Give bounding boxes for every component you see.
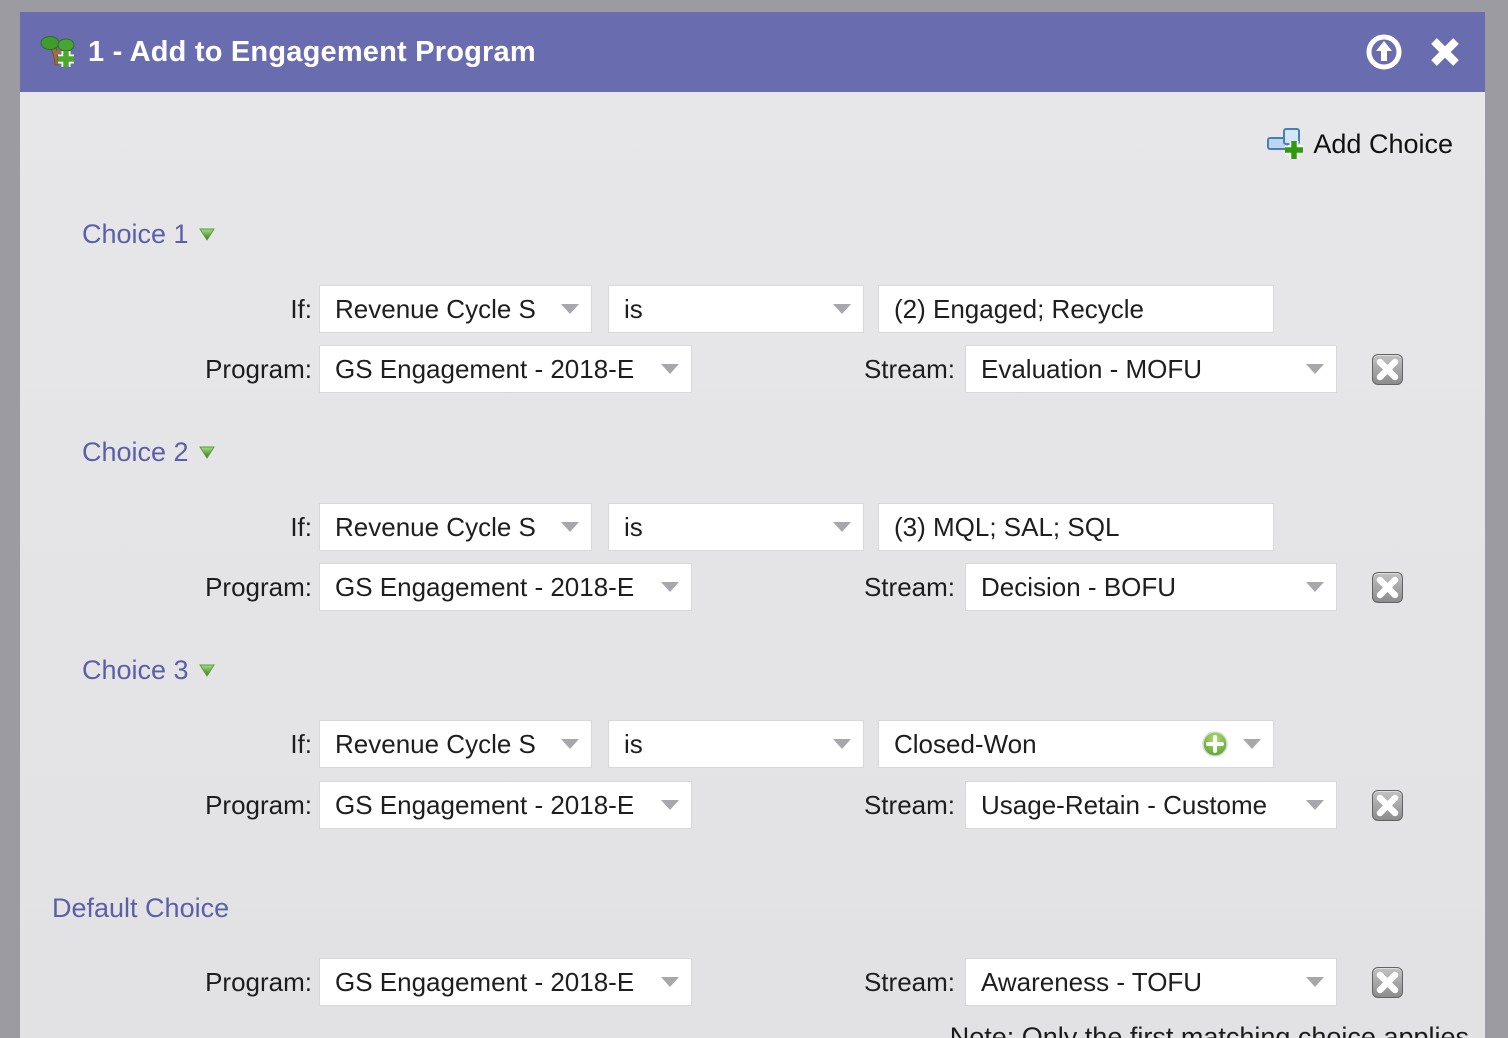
delete-choice-3-button[interactable] [1372,790,1403,821]
if-field-value: Revenue Cycle S [335,293,536,324]
delete-x-icon [1376,358,1399,381]
stream-value: Usage-Retain - Custome [981,789,1268,820]
chevron-down-icon [833,304,851,314]
program-label: Program: [205,790,312,820]
stream-label: Stream: [863,354,955,384]
if-operator-value: is [624,293,643,324]
stream-label: Stream: [863,572,955,602]
chevron-down-icon [833,739,851,749]
delete-choice-1-button[interactable] [1372,354,1403,385]
stream-select[interactable]: Decision - BOFU [965,563,1337,611]
choice-1-label: Choice 1 [82,219,189,249]
if-operator-value: is [624,511,643,542]
if-operator-select[interactable]: is [608,720,864,768]
if-label: If: [290,512,312,542]
add-choice-icon [1267,128,1304,159]
arrow-up-circle-icon [1366,34,1402,70]
delete-x-icon [1376,576,1399,599]
stream-label: Stream: [863,790,955,820]
add-choice-label: Add Choice [1313,128,1453,159]
if-field-select[interactable]: Revenue Cycle S [319,503,592,551]
green-triangle-icon [198,228,215,241]
if-operator-select[interactable]: is [608,285,864,333]
stream-select[interactable]: Usage-Retain - Custome [965,781,1337,829]
program-label: Program: [205,354,312,384]
stream-select[interactable]: Evaluation - MOFU [965,345,1337,393]
green-plus-icon [1202,731,1228,757]
close-icon [1431,38,1459,66]
chevron-down-icon [561,304,579,314]
choice-2-label: Choice 2 [82,437,189,467]
chevron-down-icon [1306,582,1324,592]
chevron-down-icon [661,977,679,987]
delete-x-icon [1376,794,1399,817]
add-choice-button[interactable]: Add Choice [1267,124,1453,164]
flow-step-dialog: 1 - Add to Engagement Program Add [20,12,1485,1038]
tree-add-icon [40,36,75,67]
choice-3-header[interactable]: Choice 3 [82,652,215,688]
if-value-input[interactable]: (2) Engaged; Recycle [878,285,1274,333]
green-triangle-icon [198,664,215,677]
if-field-select[interactable]: Revenue Cycle S [319,720,592,768]
chevron-down-icon [1243,739,1261,749]
delete-default-choice-button[interactable] [1372,967,1403,998]
stream-value: Evaluation - MOFU [981,353,1203,384]
delete-x-icon [1376,971,1399,994]
program-value: GS Engagement - 2018-E [335,966,635,997]
if-value-text: Closed-Won [894,728,1037,759]
program-select[interactable]: GS Engagement - 2018-E [319,345,692,393]
if-value-text: (3) MQL; SAL; SQL [894,511,1120,542]
first-match-note: Note: Only the first matching choice app… [949,1022,1469,1038]
chevron-down-icon [833,522,851,532]
dialog-title: 1 - Add to Engagement Program [88,35,536,68]
dialog-titlebar: 1 - Add to Engagement Program [20,12,1485,92]
add-value-button[interactable] [1201,730,1229,763]
green-triangle-icon [198,446,215,459]
if-value-combobox[interactable]: Closed-Won [878,720,1274,768]
if-field-value: Revenue Cycle S [335,511,536,542]
chevron-down-icon [561,522,579,532]
default-choice-header: Default Choice [52,890,229,926]
if-operator-select[interactable]: is [608,503,864,551]
if-field-select[interactable]: Revenue Cycle S [319,285,592,333]
if-field-value: Revenue Cycle S [335,728,536,759]
if-operator-value: is [624,728,643,759]
choice-3-label: Choice 3 [82,655,189,685]
chevron-down-icon [561,739,579,749]
chevron-down-icon [661,364,679,374]
chevron-down-icon [1306,800,1324,810]
default-choice-label: Default Choice [52,893,230,923]
program-select[interactable]: GS Engagement - 2018-E [319,958,692,1006]
stream-value: Awareness - TOFU [981,966,1203,997]
stream-label: Stream: [863,967,955,997]
if-value-text: (2) Engaged; Recycle [894,293,1145,324]
stream-select[interactable]: Awareness - TOFU [965,958,1337,1006]
delete-choice-2-button[interactable] [1372,572,1403,603]
program-select[interactable]: GS Engagement - 2018-E [319,781,692,829]
chevron-down-icon [1306,977,1324,987]
chevron-down-icon [661,800,679,810]
program-label: Program: [205,967,312,997]
program-value: GS Engagement - 2018-E [335,353,635,384]
program-select[interactable]: GS Engagement - 2018-E [319,563,692,611]
stream-value: Decision - BOFU [981,571,1177,602]
if-label: If: [290,294,312,324]
dialog-body: Add Choice Choice 1 If: Revenue Cycle S … [20,92,1485,1038]
program-value: GS Engagement - 2018-E [335,571,635,602]
if-value-input[interactable]: (3) MQL; SAL; SQL [878,503,1274,551]
choice-2-header[interactable]: Choice 2 [82,434,215,470]
close-button[interactable] [1429,36,1461,68]
chevron-down-icon [1306,364,1324,374]
if-label: If: [290,729,312,759]
chevron-down-icon [661,582,679,592]
program-value: GS Engagement - 2018-E [335,789,635,820]
program-label: Program: [205,572,312,602]
collapse-button[interactable] [1365,33,1403,71]
choice-1-header[interactable]: Choice 1 [82,216,215,252]
